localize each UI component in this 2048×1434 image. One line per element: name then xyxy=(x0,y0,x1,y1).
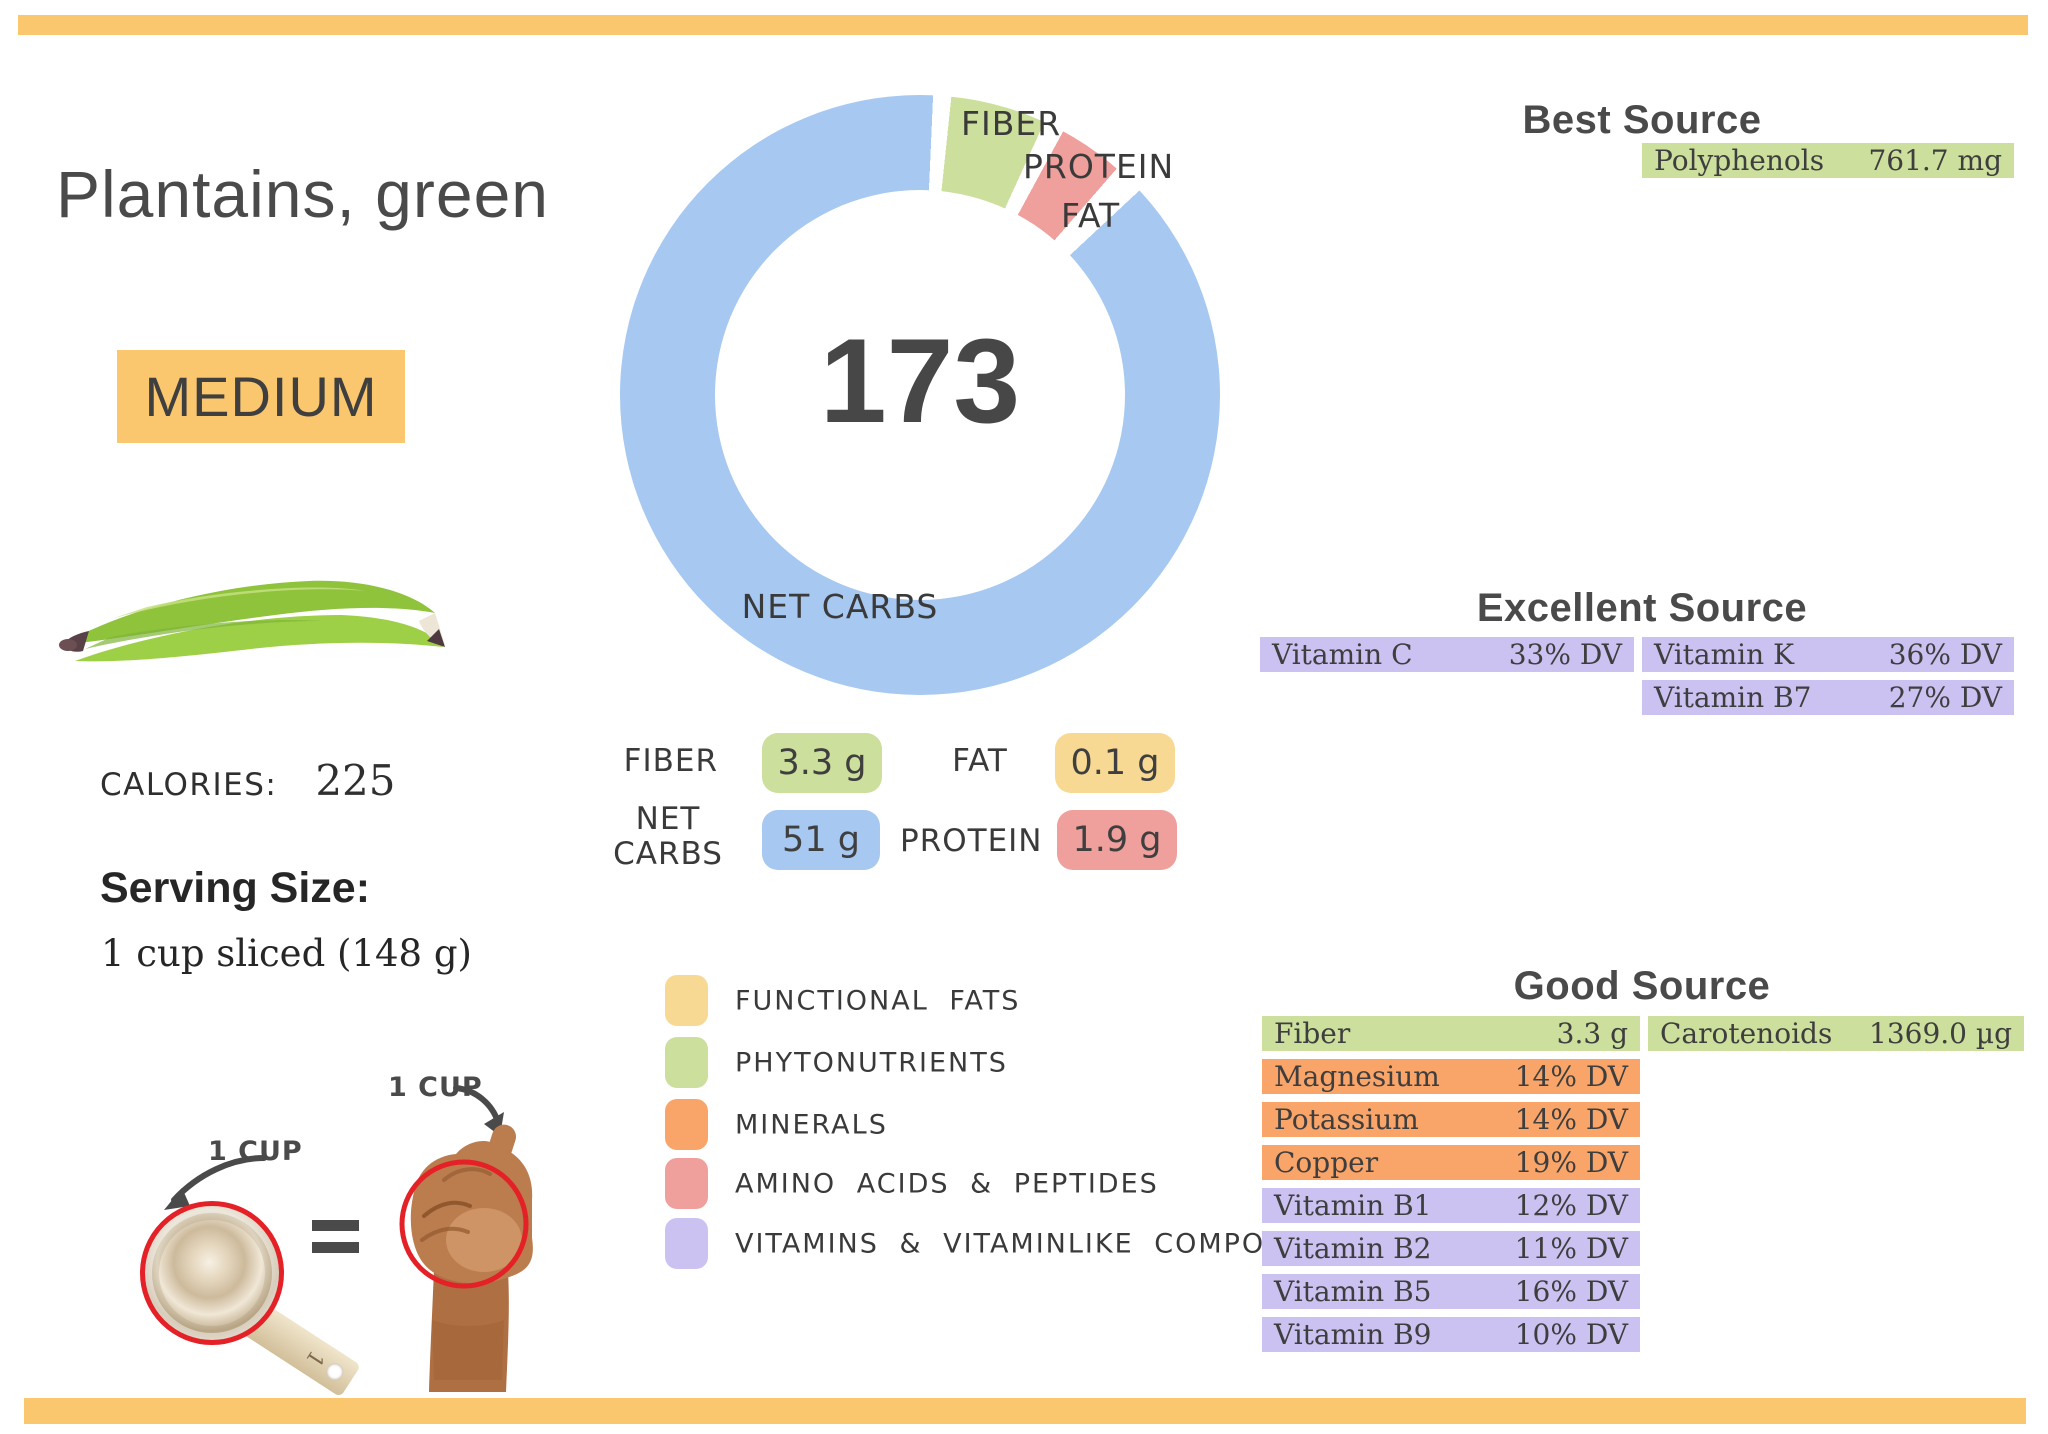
legend-swatch-minerals xyxy=(665,1099,708,1150)
bar-vitamin-b5: Vitamin B5 16% DV xyxy=(1262,1274,1640,1309)
calories-value: 225 xyxy=(315,756,396,805)
donut-label-net-carbs: NET CARBS xyxy=(741,587,939,626)
chip-fat-value: 0.1 g xyxy=(1070,743,1160,783)
chip-label-net-carbs: NET CARBS xyxy=(613,801,723,872)
bar-polyphenols: Polyphenols 761.7 mg xyxy=(1642,143,2014,178)
bar-copper: Copper 19% DV xyxy=(1262,1145,1640,1180)
donut-label-fat: FAT xyxy=(1061,196,1121,235)
bottom-accent-bar xyxy=(24,1398,2026,1424)
page-title: Plantains, green xyxy=(56,157,549,231)
donut-label-protein: PROTEIN xyxy=(1023,147,1175,186)
bar-vitamin-b9: Vitamin B9 10% DV xyxy=(1262,1317,1640,1352)
legend-swatch-amino-acids xyxy=(665,1158,708,1209)
chip-label-fat: FAT xyxy=(952,743,1008,779)
chip-label-protein: PROTEIN xyxy=(900,823,1043,859)
donut-hole: 173 xyxy=(715,190,1125,600)
legend-label-minerals: MINERALS xyxy=(735,1109,888,1141)
equals-icon xyxy=(312,1220,359,1264)
glycemic-load-badge-label: MEDIUM xyxy=(144,365,378,428)
good-source-heading: Good Source xyxy=(1513,964,1771,1008)
chip-net-carbs-value: 51 g xyxy=(782,820,860,860)
bar-carotenoids: Carotenoids 1369.0 µg xyxy=(1648,1016,2024,1051)
plantain-image xyxy=(59,580,445,662)
glycemic-load-badge: MEDIUM xyxy=(117,350,405,443)
macro-donut-chart: 173 xyxy=(620,95,1220,695)
red-circle-highlight xyxy=(399,1159,529,1289)
legend-label-functional-fats: FUNCTIONAL FATS xyxy=(735,985,1021,1017)
chip-fiber: 3.3 g xyxy=(762,733,882,793)
measuring-cup-illustration xyxy=(140,1201,284,1345)
curved-arrow-icon-left xyxy=(164,1155,267,1210)
calories-label: CALORIES: xyxy=(100,767,278,803)
legend-swatch-phytonutrients xyxy=(665,1037,708,1088)
chip-protein: 1.9 g xyxy=(1057,810,1177,870)
cup-handle-number: 1 xyxy=(300,1345,329,1371)
donut-center-value: 173 xyxy=(819,314,1021,448)
serving-size-label: Serving Size: xyxy=(100,864,371,912)
calories-row: CALORIES: 225 xyxy=(100,756,395,805)
cup-handle-hole xyxy=(323,1359,347,1384)
bar-magnesium: Magnesium 14% DV xyxy=(1262,1059,1640,1094)
bar-vitamin-k: Vitamin K 36% DV xyxy=(1642,637,2014,672)
cup-label-left: 1 CUP xyxy=(208,1136,303,1167)
best-source-heading: Best Source xyxy=(1522,98,1762,142)
fist-illustration xyxy=(399,1124,533,1392)
legend-label-phytonutrients: PHYTONUTRIENTS xyxy=(735,1047,1008,1079)
bar-potassium: Potassium 14% DV xyxy=(1262,1102,1640,1137)
top-accent-bar xyxy=(18,15,2028,35)
bar-vitamin-b7: Vitamin B7 27% DV xyxy=(1642,680,2014,715)
bar-vitamin-b2: Vitamin B2 11% DV xyxy=(1262,1231,1640,1266)
chip-label-fiber: FIBER xyxy=(623,743,718,779)
chip-protein-value: 1.9 g xyxy=(1072,820,1162,860)
legend-swatch-vitamins xyxy=(665,1218,708,1269)
legend-swatch-functional-fats xyxy=(665,975,708,1026)
chip-fat: 0.1 g xyxy=(1055,733,1175,793)
legend-label-vitamins: VITAMINS & VITAMINLIKE COMPOUNDS xyxy=(735,1228,1352,1260)
bar-vitamin-b1: Vitamin B1 12% DV xyxy=(1262,1188,1640,1223)
bar-fiber: Fiber 3.3 g xyxy=(1262,1016,1640,1051)
chip-fiber-value: 3.3 g xyxy=(777,743,867,783)
excellent-source-heading: Excellent Source xyxy=(1476,586,1808,630)
legend-label-amino-acids: AMINO ACIDS & PEPTIDES xyxy=(735,1168,1159,1200)
donut-label-fiber: FIBER xyxy=(961,104,1062,143)
chip-net-carbs: 51 g xyxy=(762,810,880,870)
bar-vitamin-c: Vitamin C 33% DV xyxy=(1260,637,1634,672)
serving-size-value: 1 cup sliced (148 g) xyxy=(101,932,472,975)
